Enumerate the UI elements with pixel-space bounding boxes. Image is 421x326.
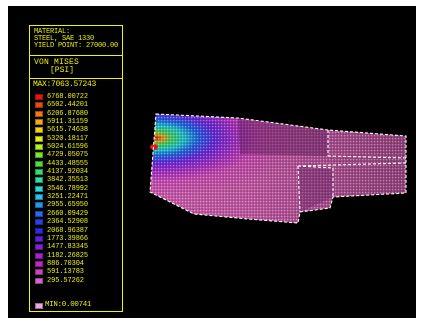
- scale-row: 1182.26825: [35, 252, 123, 260]
- scale-row: 1477.83345: [35, 243, 123, 251]
- scale-value: 2660.09429: [47, 209, 89, 218]
- scale-value: 591.13783: [47, 268, 84, 277]
- scale-value: 6768.00722: [47, 93, 89, 101]
- scale-row: 6768.00722: [35, 93, 123, 101]
- scale-value: 5320.18117: [47, 134, 89, 143]
- max-value: MAX:7063.57243: [33, 80, 97, 89]
- scale-row: 4729.05075: [35, 151, 123, 159]
- material-label: MATERIAL:: [34, 28, 71, 36]
- scale-row: 2364.52908: [35, 218, 123, 226]
- scale-row: 2660.09429: [35, 210, 123, 218]
- scale-row: 6502.44201: [35, 101, 123, 109]
- scale-row: 886.70304: [35, 260, 123, 268]
- scale-value: 3251.22471: [47, 193, 89, 202]
- scale-value: 3546.78992: [47, 184, 89, 193]
- scale-swatch: [35, 119, 43, 126]
- scale-swatch: [35, 244, 43, 251]
- legend-divider: [30, 55, 122, 56]
- scale-value: 2068.96387: [47, 226, 89, 235]
- scale-swatch: [35, 227, 43, 234]
- scale-swatch: [35, 202, 43, 209]
- scale-value: 4137.92034: [47, 168, 89, 177]
- scale-swatch: [35, 219, 43, 226]
- model-step-face: [298, 166, 333, 212]
- scale-value: 295.57262: [47, 276, 84, 285]
- result-type: VON MISES [PSI]: [34, 59, 122, 75]
- model-edges: [149, 113, 407, 224]
- color-scale: 6768.00722 6502.44201 6206.87680 5911.31159…: [35, 93, 123, 285]
- scale-swatch: [35, 194, 43, 201]
- scale-value: 1182.26825: [47, 251, 89, 260]
- scale-value: 1773.39866: [47, 234, 89, 243]
- scale-row: 5911.31159: [35, 118, 123, 126]
- result-label: VON MISES: [34, 58, 80, 67]
- result-unit: [PSI]: [50, 66, 75, 75]
- scale-value: 1477.83345: [47, 243, 89, 252]
- scale-swatch: [35, 277, 43, 284]
- yield-point: YIELD POINT: 27000.00: [34, 42, 119, 50]
- scale-swatch: [35, 185, 43, 192]
- scale-row: 6206.87680: [35, 110, 123, 118]
- scale-swatch: [35, 252, 43, 259]
- scale-row: 3842.35513: [35, 176, 123, 184]
- min-swatch: [35, 303, 43, 309]
- scale-row: 4433.48555: [35, 160, 123, 168]
- scale-swatch: [35, 210, 43, 217]
- scale-value: 886.70304: [47, 259, 84, 268]
- scale-value: 2955.65950: [47, 201, 89, 210]
- scale-value: 3842.35513: [47, 176, 89, 185]
- scale-row: 3251.22471: [35, 193, 123, 201]
- min-value: MIN:0.00741: [33, 301, 92, 309]
- scale-swatch: [35, 110, 43, 117]
- scale-value: 6206.87680: [47, 109, 89, 118]
- scale-row: 2955.65950: [35, 201, 123, 209]
- scale-value: 6502.44201: [47, 101, 89, 110]
- graphics-viewport[interactable]: MATERIAL: STEEL, SAE 1330 YIELD POINT: 2…: [8, 6, 416, 318]
- scale-row: 591.13783: [35, 268, 123, 276]
- scale-value: 2364.52908: [47, 218, 89, 227]
- scale-row: 1773.39866: [35, 235, 123, 243]
- scale-value: 5911.31159: [47, 118, 89, 127]
- scale-swatch: [35, 269, 43, 276]
- legend-divider: [30, 78, 122, 79]
- scale-swatch: [35, 102, 43, 109]
- scale-swatch: [35, 135, 43, 142]
- scale-swatch: [35, 177, 43, 184]
- material-info: MATERIAL: STEEL, SAE 1330 YIELD POINT: 2…: [34, 29, 122, 50]
- scale-swatch: [35, 144, 43, 151]
- scale-swatch: [35, 169, 43, 176]
- scale-value: 4729.05075: [47, 151, 89, 160]
- fea-model-plot[interactable]: [8, 6, 416, 318]
- scale-swatch: [35, 127, 43, 134]
- scale-value: 4433.48555: [47, 159, 89, 168]
- scale-row: 5024.61596: [35, 143, 123, 151]
- scale-value: 5024.61596: [47, 143, 89, 152]
- scale-swatch: [35, 160, 43, 167]
- scale-row: 4137.92034: [35, 168, 123, 176]
- material-name: STEEL, SAE 1330: [34, 35, 95, 43]
- scale-row: 5615.74638: [35, 126, 123, 134]
- scale-swatch: [35, 260, 43, 267]
- scale-row: 295.57262: [35, 277, 123, 285]
- scale-swatch: [35, 94, 43, 100]
- scale-swatch: [35, 152, 43, 159]
- scale-swatch: [35, 235, 43, 242]
- scale-row: 5320.18117: [35, 135, 123, 143]
- results-legend: MATERIAL: STEEL, SAE 1330 YIELD POINT: 2…: [29, 25, 123, 312]
- scale-value: 5615.74638: [47, 126, 89, 135]
- scale-row: 2068.96387: [35, 227, 123, 235]
- scale-row: 3546.78992: [35, 185, 123, 193]
- min-value-text: MIN:0.00741: [45, 301, 92, 309]
